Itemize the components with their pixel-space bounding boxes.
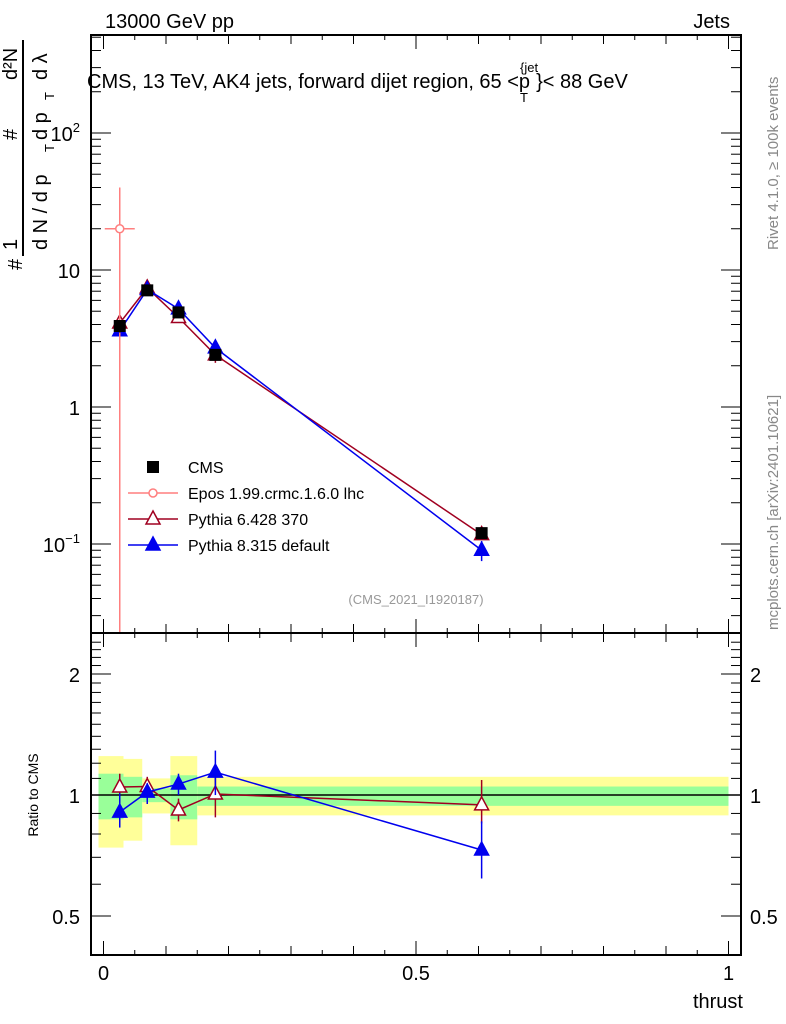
x-axis-label: thrust (693, 991, 743, 1013)
pythia8-ratio-point (207, 762, 224, 778)
mcplots-text: mcplots.cern.ch [arXiv:2401.10621] (765, 395, 782, 630)
legend-marker (148, 488, 158, 498)
svg-text:d²N: d²N (0, 48, 22, 80)
ratio-y-tick-label: 0.5 (52, 907, 80, 929)
ratio-frame (90, 632, 742, 956)
svg-text:T: T (42, 144, 57, 152)
cms-point (172, 306, 185, 319)
ratio-y-tick-label-right: 1 (750, 786, 761, 808)
y-axis-label: # 1 d N / d p T # d p T d²N d λ (0, 40, 57, 270)
legend-label: Epos 1.99.crmc.1.6.0 lhc (188, 486, 364, 503)
ratio-y-label: Ratio to CMS (25, 753, 41, 836)
header-left: 13000 GeV pp (105, 11, 234, 33)
svg-text:#: # (5, 258, 27, 270)
cms-point (475, 527, 488, 540)
y-tick-label: 10−1 (43, 531, 80, 557)
y-tick-label: 1 (69, 398, 80, 420)
svg-text:1: 1 (0, 239, 22, 250)
legend-marker (147, 461, 159, 473)
pythia8-ratio-point (473, 840, 490, 856)
rivet-version-text: Rivet 4.1.0, ≥ 100k events (765, 77, 782, 250)
ratio-y-tick-label-right: 0.5 (750, 907, 778, 929)
svg-text:d N / d p: d N / d p (30, 174, 52, 250)
analysis-id: (CMS_2021_I1920187) (348, 592, 483, 607)
svg-text:T: T (42, 92, 57, 100)
svg-text:#: # (0, 128, 22, 140)
cms-point (113, 320, 126, 333)
pythia6-ratio-point (473, 795, 490, 811)
header-right: Jets (693, 11, 730, 33)
ratio-band-green (197, 786, 729, 806)
x-tick-label: 1 (723, 963, 734, 985)
pythia8-point (473, 540, 490, 557)
legend-label: CMS (188, 460, 224, 477)
legend-label: Pythia 6.428 370 (188, 512, 308, 529)
legend-marker (144, 535, 162, 551)
cms-point (209, 348, 222, 361)
pythia8-ratio-point (170, 774, 187, 790)
cms-point (141, 284, 154, 297)
ratio-y-tick-label: 2 (69, 665, 80, 687)
ratio-y-tick-label: 1 (69, 786, 80, 808)
epos-point (115, 223, 125, 234)
legend-label: Pythia 8.315 default (188, 538, 330, 555)
y-tick-label: 10 (58, 261, 80, 283)
pythia8-ratio-point (111, 802, 129, 818)
pythia6-ratio-point (170, 800, 187, 816)
legend-marker (144, 509, 162, 525)
ratio-y-tick-label-right: 2 (750, 665, 761, 687)
plot-title: CMS, 13 TeV, AK4 jets, forward dijet reg… (87, 60, 628, 105)
legend: CMS Epos 1.99.crmc.1.6.0 lhc Pythia 6.428 … (128, 460, 364, 555)
x-tick-label: 0.5 (402, 963, 430, 985)
svg-text:d p: d p (30, 112, 52, 140)
pythia6-ratio-point (111, 777, 129, 793)
pythia8-ratio-point (138, 782, 156, 798)
x-tick-label: 0 (98, 963, 109, 985)
svg-text:d λ: d λ (30, 53, 52, 80)
y-tick-label: 102 (51, 120, 80, 146)
